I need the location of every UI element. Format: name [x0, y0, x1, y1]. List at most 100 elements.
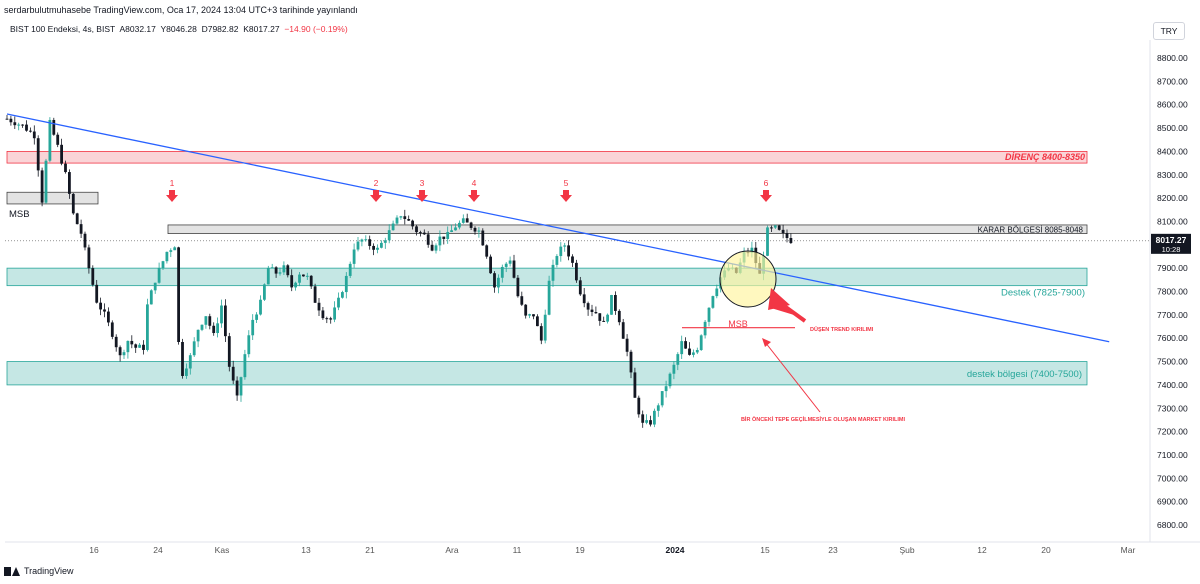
candle-body	[5, 118, 9, 120]
candle-body	[606, 314, 609, 322]
candle-body	[571, 256, 574, 263]
candle-body	[173, 247, 177, 251]
candle-body	[399, 216, 403, 218]
candle-body	[688, 348, 691, 355]
candle-body	[668, 373, 672, 387]
candle-body	[645, 420, 648, 423]
candle-body	[563, 245, 567, 247]
candle-body	[239, 377, 243, 396]
time-tick-label: Şub	[899, 545, 914, 555]
candle-body	[169, 250, 173, 252]
candle-body	[356, 241, 360, 250]
market-break-arrow-icon	[762, 338, 771, 347]
candle-body	[118, 347, 122, 356]
high-value: Y8046.28	[160, 24, 197, 34]
candle-body	[325, 318, 329, 320]
candle-body	[637, 397, 641, 415]
candle-body	[419, 232, 422, 234]
downtrend-line	[6, 113, 1110, 343]
candle-body	[44, 160, 48, 203]
candle-body	[539, 326, 543, 341]
candle-body	[79, 224, 83, 234]
zone-box	[167, 224, 1088, 234]
candle-body	[298, 274, 301, 283]
price-tick-label: 7300.00	[1157, 403, 1188, 413]
msb-annotation: MSB	[728, 319, 748, 329]
time-tick-label: 15	[760, 545, 770, 555]
resistance-zone-label: DİRENÇ 8400-8350	[1005, 152, 1085, 162]
top-marker-arrow-icon	[760, 190, 772, 202]
candle-body	[75, 213, 79, 225]
last-price-tag	[1151, 233, 1191, 254]
candle-body	[286, 265, 290, 276]
time-tick-label: 21	[365, 545, 375, 555]
candle-body	[220, 305, 223, 324]
candle-body	[485, 245, 489, 257]
top-marker-label: 5	[564, 178, 569, 188]
candle-body	[617, 310, 621, 323]
candle-body	[582, 294, 586, 304]
candle-body	[294, 282, 297, 288]
time-tick-label: 16	[89, 545, 99, 555]
candle-body	[551, 264, 555, 281]
support-zone-2-label: destek bölgesi (7400-7500)	[967, 369, 1082, 380]
candle-body	[391, 223, 395, 231]
candle-body	[660, 391, 664, 406]
price-tick-label: 8100.00	[1157, 216, 1188, 226]
candle-body	[434, 245, 438, 251]
candle-body	[142, 344, 145, 350]
candle-body	[25, 124, 28, 131]
candle-body	[695, 350, 699, 353]
candle-body	[430, 244, 434, 251]
candle-body	[348, 263, 352, 276]
candle-body	[508, 260, 512, 264]
time-tick-label: 19	[575, 545, 585, 555]
candle-body	[40, 170, 44, 203]
price-tick-label: 6800.00	[1157, 520, 1188, 530]
candle-body	[321, 310, 325, 319]
time-tick-label: 12	[977, 545, 987, 555]
time-tick-label: Ara	[445, 545, 459, 555]
price-tick-label: 8200.00	[1157, 193, 1188, 203]
candle-body	[649, 420, 652, 425]
candle-body	[130, 340, 134, 345]
candle-body	[302, 274, 305, 277]
candle-body	[559, 246, 563, 257]
candle-body	[278, 272, 282, 274]
candle-body	[122, 352, 126, 356]
candle-body	[153, 282, 157, 291]
candle-body	[403, 216, 407, 220]
candle-body	[52, 119, 56, 135]
currency-button[interactable]: TRY	[1153, 22, 1185, 40]
candle-body	[165, 251, 169, 262]
zone-box	[6, 267, 1088, 287]
price-tick-label: 6900.00	[1157, 497, 1188, 507]
candle-body	[641, 414, 645, 423]
candle-body	[703, 321, 707, 336]
candle-body	[520, 296, 524, 305]
candle-body	[489, 256, 492, 274]
candle-body	[621, 322, 625, 339]
candle-body	[415, 226, 418, 233]
symbol-legend: BIST 100 Endeksi, 4s, BIST A8032.17 Y804…	[10, 24, 348, 34]
candle-body	[512, 260, 516, 278]
candle-body	[750, 247, 754, 253]
candle-body	[383, 240, 387, 243]
candle-body	[56, 134, 60, 145]
candle-body	[251, 319, 255, 336]
candle-body	[21, 124, 24, 126]
candle-body	[270, 267, 274, 269]
candle-body	[290, 275, 294, 288]
market-break-annotation: BİR ÖNCEKİ TEPE GEÇİLMESİYLE OLUŞAN MARK…	[741, 416, 906, 423]
price-tick-label: 7400.00	[1157, 380, 1188, 390]
time-tick-label: 24	[153, 545, 163, 555]
candle-body	[333, 307, 336, 320]
price-tick-label: 7200.00	[1157, 427, 1188, 437]
candle-body	[372, 245, 375, 250]
decision-zone-label: KARAR BÖLGESİ 8085-8048	[978, 225, 1084, 234]
candle-body	[9, 118, 13, 123]
candle-body	[274, 267, 278, 274]
candle-body	[426, 234, 430, 245]
candle-body	[578, 280, 582, 295]
